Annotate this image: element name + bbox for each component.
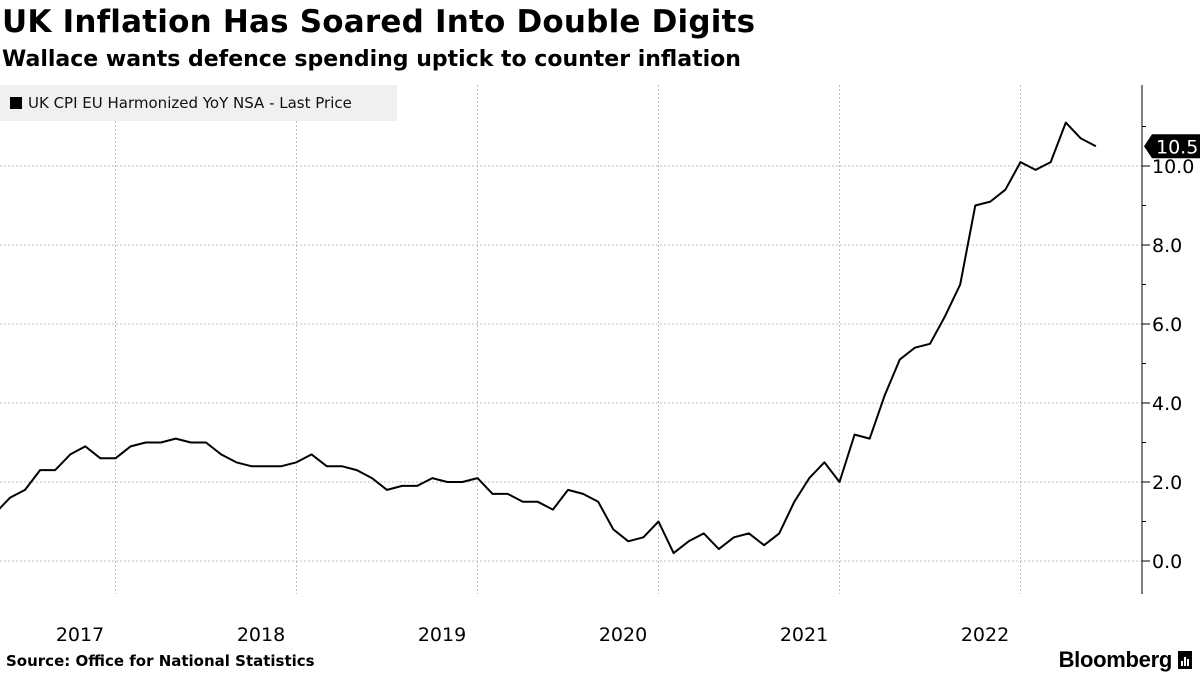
brand-name: Bloomberg: [1058, 647, 1173, 672]
x-tick-label: 2017: [56, 624, 104, 646]
y-tick-label: 0.0: [1152, 551, 1182, 573]
chart-subtitle: Wallace wants defence spending uptick to…: [2, 47, 741, 72]
y-tick-label: 8.0: [1152, 235, 1182, 257]
series-line: [0, 121, 1097, 555]
x-tick-label: 2022: [961, 624, 1009, 646]
x-tick-label: 2019: [418, 624, 466, 646]
legend: UK CPI EU Harmonized YoY NSA - Last Pric…: [0, 85, 397, 121]
x-tick-label: 2021: [780, 624, 828, 646]
chart-title: UK Inflation Has Soared Into Double Digi…: [2, 4, 756, 40]
terminal-icon: [1178, 651, 1192, 669]
x-tick-label: 2020: [599, 624, 647, 646]
x-tick-label: 2018: [237, 624, 285, 646]
series-layer: [0, 121, 1097, 555]
bloomberg-logo: Bloomberg: [1059, 647, 1192, 673]
last-value-marker: [1144, 134, 1200, 159]
legend-swatch: [10, 97, 22, 109]
y-tick-label: 6.0: [1152, 314, 1182, 336]
last-value-marker-group: 10.5: [1144, 134, 1200, 159]
y-tick-label: 10.0: [1152, 156, 1194, 178]
y-tick-label: 4.0: [1152, 393, 1182, 415]
y-tick-label: 2.0: [1152, 472, 1182, 494]
source-note: Source: Office for National Statistics: [6, 652, 315, 670]
grid-lines: [0, 85, 1142, 594]
legend-label: UK CPI EU Harmonized YoY NSA - Last Pric…: [28, 94, 352, 112]
last-value-label: 10.5: [1156, 136, 1198, 158]
x-axis: 2017 2018 2019 2020 2021 2022: [56, 624, 1009, 646]
y-axis: 0.0 2.0 4.0 6.0 8.0 10.0: [1141, 85, 1194, 594]
